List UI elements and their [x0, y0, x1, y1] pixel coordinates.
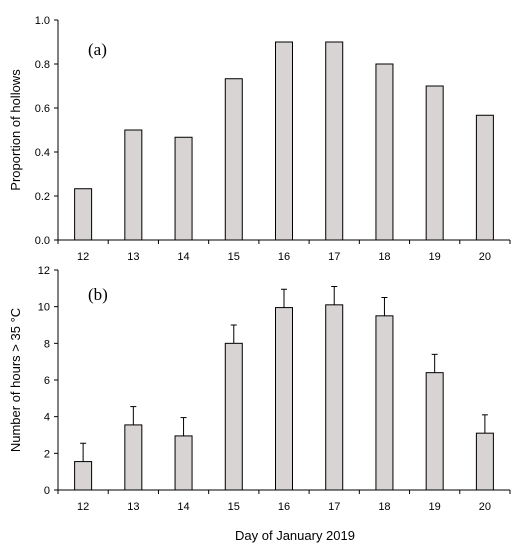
pb-y-tick-label: 2 [44, 448, 50, 460]
panel-b: 0 2 4 6 8 10 12 12 13 14 15 16 17 18 19 20 Number of hou… [8, 265, 511, 513]
pb-x-tick-label: 16 [278, 501, 290, 513]
pb-bar-13 [124, 424, 143, 491]
pb-bar-12 [74, 461, 93, 491]
pb-bar-16 [275, 307, 293, 491]
pa-bar-16 [275, 41, 293, 241]
pb-y-tick-label: 6 [44, 375, 50, 387]
pb-bar-18 [375, 315, 394, 491]
pb-y-axis-label: Number of hours > 35 °C [8, 308, 23, 452]
pb-x-tick-label: 13 [127, 501, 139, 513]
pa-bar-12 [74, 188, 93, 241]
pb-x-tick-label: 14 [177, 501, 189, 513]
pb-y-tick-label: 12 [38, 265, 50, 277]
pa-y-tick-label: 0.0 [35, 235, 50, 247]
pa-y-tick-label: 0.8 [35, 59, 50, 71]
pa-x-tick-label: 17 [328, 251, 340, 263]
pa-bar-13 [124, 129, 143, 241]
pb-x-tick-label: 15 [228, 501, 240, 513]
pb-y-tick-label: 4 [44, 412, 50, 424]
pa-y-tick-label: 0.6 [35, 103, 50, 115]
pb-y-tick-label: 10 [38, 302, 50, 314]
pb-x-tick-label: 19 [429, 501, 441, 513]
pb-x-tick-label: 20 [479, 501, 491, 513]
pb-x-tick-label: 18 [378, 501, 390, 513]
pb-panel-label: (b) [88, 285, 108, 304]
pa-y-tick-label: 1.0 [35, 15, 50, 27]
pa-bar-17 [325, 41, 344, 241]
pa-bar-20 [475, 114, 494, 241]
pb-x-tick-label: 12 [77, 501, 89, 513]
pa-bar-19 [425, 85, 444, 241]
pa-y-tick-label: 0.2 [35, 191, 50, 203]
pb-bar-17 [325, 304, 344, 491]
pb-x-tick-label: 17 [328, 501, 340, 513]
pa-y-axis-label: Proportion of hollows [8, 69, 23, 191]
pa-x-tick-label: 20 [479, 251, 491, 263]
pa-x-tick-label: 12 [77, 251, 89, 263]
pb-bar-19 [425, 372, 444, 491]
pa-x-tick-label: 15 [228, 251, 240, 263]
pa-bar-18 [375, 63, 394, 241]
pb-y-tick-label: 8 [44, 338, 50, 350]
pb-y-tick-label: 0 [44, 485, 50, 497]
pa-x-tick-label: 16 [278, 251, 290, 263]
pa-bar-14 [174, 136, 193, 241]
panel-a: 0.0 0.2 0.4 0.6 0.8 1.0 12 13 14 15 16 17 18 19 20 Prop… [8, 15, 511, 263]
pa-x-tick-label: 13 [127, 251, 139, 263]
pa-x-tick-label: 19 [429, 251, 441, 263]
pa-bar-15 [224, 78, 243, 241]
pa-x-tick-label: 14 [177, 251, 189, 263]
pa-y-tick-label: 0.4 [35, 147, 50, 159]
pa-panel-label: (a) [88, 40, 107, 59]
pb-bar-14 [174, 435, 193, 491]
pa-x-tick-label: 18 [378, 251, 390, 263]
pb-bar-20 [475, 432, 494, 491]
pb-bar-15 [224, 342, 243, 491]
x-axis-label: Day of January 2019 [235, 528, 355, 543]
